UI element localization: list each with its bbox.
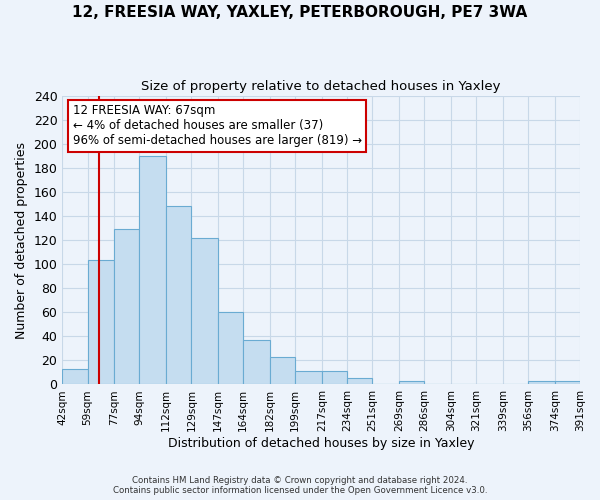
Bar xyxy=(88,260,114,384)
Bar xyxy=(139,156,166,384)
Bar xyxy=(218,312,243,384)
Y-axis label: Number of detached properties: Number of detached properties xyxy=(15,142,28,338)
Bar xyxy=(555,381,580,384)
Bar xyxy=(191,238,218,384)
Text: 12 FREESIA WAY: 67sqm
← 4% of detached houses are smaller (37)
96% of semi-detac: 12 FREESIA WAY: 67sqm ← 4% of detached h… xyxy=(73,104,362,147)
Title: Size of property relative to detached houses in Yaxley: Size of property relative to detached ho… xyxy=(142,80,501,93)
Bar xyxy=(114,229,139,384)
Bar xyxy=(270,357,295,384)
Bar xyxy=(399,381,424,384)
Bar xyxy=(62,369,88,384)
Bar xyxy=(295,371,322,384)
Bar xyxy=(166,206,191,384)
Bar xyxy=(243,340,270,384)
X-axis label: Distribution of detached houses by size in Yaxley: Distribution of detached houses by size … xyxy=(168,437,475,450)
Bar xyxy=(528,381,555,384)
Text: Contains HM Land Registry data © Crown copyright and database right 2024.
Contai: Contains HM Land Registry data © Crown c… xyxy=(113,476,487,495)
Bar xyxy=(347,378,373,384)
Text: 12, FREESIA WAY, YAXLEY, PETERBOROUGH, PE7 3WA: 12, FREESIA WAY, YAXLEY, PETERBOROUGH, P… xyxy=(73,5,527,20)
Bar xyxy=(322,371,347,384)
